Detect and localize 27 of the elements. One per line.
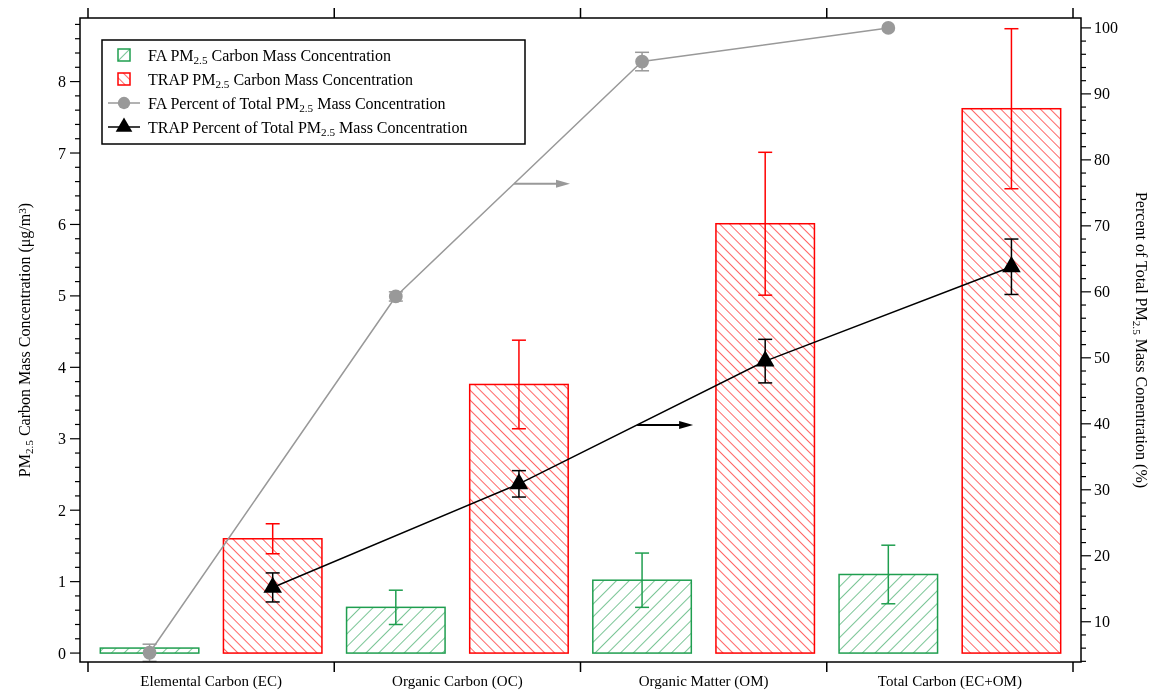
legend-label: TRAP Percent of Total PM$_{2.5}$ Mass Concentration — [148, 118, 468, 138]
y2-tick-label: 10 — [1094, 613, 1110, 631]
y-tick-label: 8 — [58, 73, 66, 91]
x-tick-label: Elemental Carbon (EC) — [140, 673, 282, 690]
y-tick-label: 1 — [58, 573, 66, 591]
y-tick-label: 3 — [58, 430, 66, 448]
y-tick-label: 4 — [58, 358, 66, 376]
y2-tick-label: 70 — [1094, 217, 1110, 235]
legend-label: TRAP PM$_{2.5}$ Carbon Mass Concentration — [148, 70, 413, 90]
x-tick-label: Organic Carbon (OC) — [392, 673, 523, 690]
legend-label: FA PM$_{2.5}$ Carbon Mass Concentration — [148, 46, 392, 66]
y2-tick-label: 60 — [1094, 283, 1110, 301]
y2-tick-label: 40 — [1094, 415, 1110, 433]
legend-label: FA Percent of Total PM$_{2.5}$ Mass Concentration — [148, 94, 446, 114]
y-tick-label: 5 — [58, 287, 66, 305]
y2-tick-label: 50 — [1094, 349, 1110, 367]
y-tick-label: 0 — [58, 644, 66, 662]
y2-tick-label: 20 — [1094, 547, 1110, 565]
x-tick-label: Total Carbon (EC+OM) — [877, 673, 1022, 690]
x-tick-label: Organic Matter (OM) — [638, 673, 769, 690]
y-tick-label: 2 — [58, 501, 66, 519]
y2-tick-label: 90 — [1094, 85, 1110, 103]
y2-tick-label: 100 — [1094, 19, 1118, 37]
y-tick-label: 6 — [58, 216, 66, 234]
y2-tick-label: 80 — [1094, 151, 1110, 169]
y2-tick-label: 30 — [1094, 481, 1110, 499]
y-tick-label: 7 — [58, 144, 66, 162]
